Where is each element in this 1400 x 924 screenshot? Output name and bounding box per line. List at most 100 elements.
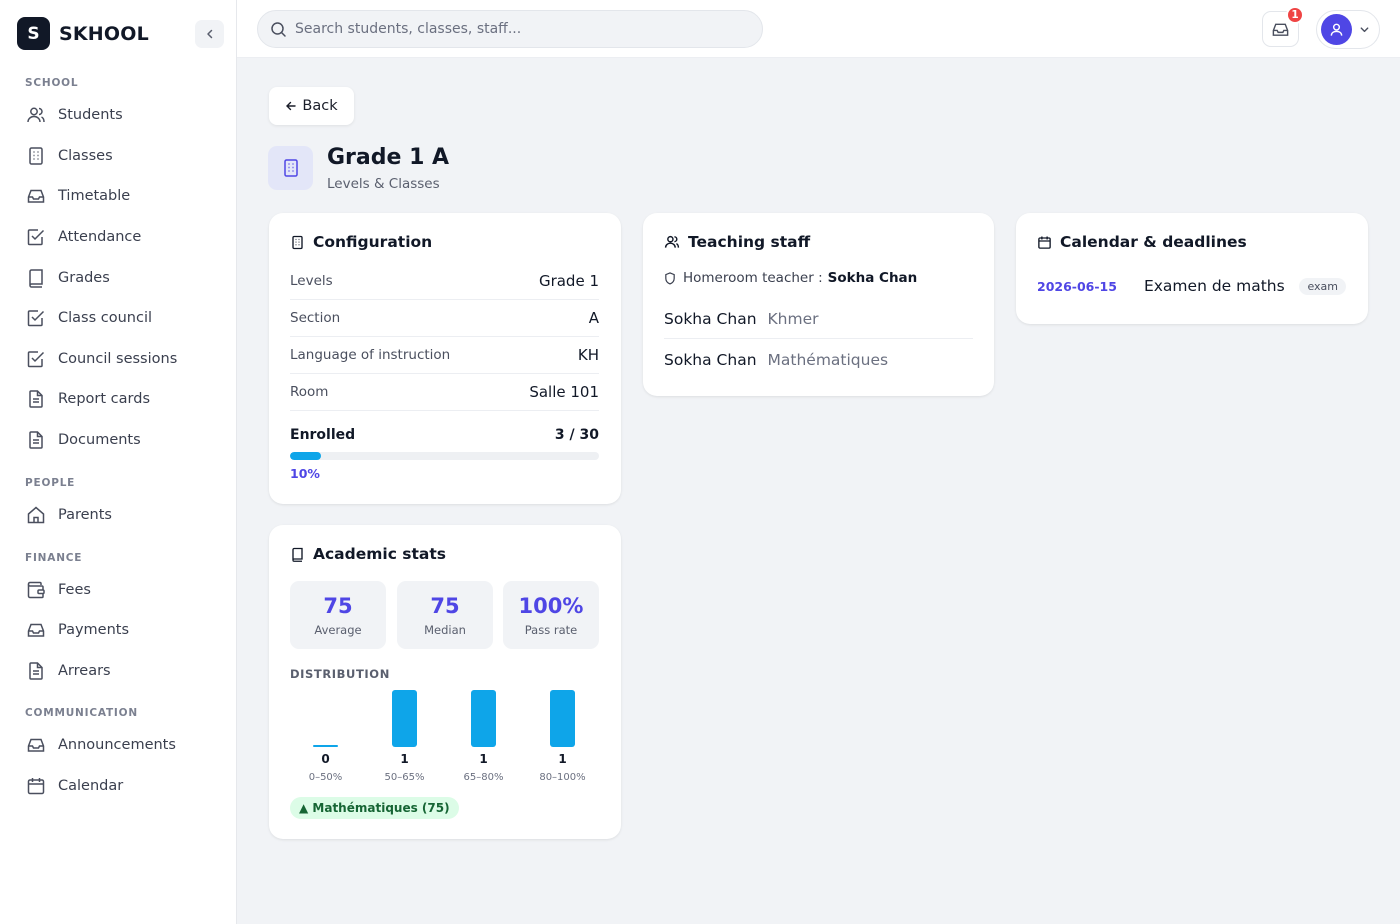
home-icon [25,505,46,526]
chevron-left-icon [206,29,212,39]
card-title: Calendar & deadlines [1037,233,1247,251]
staff-name: Sokha Chan [664,351,757,369]
file-icon [25,661,46,682]
distribution-category-label: 80–100% [539,772,585,783]
configuration-card: Configuration Levels Grade 1 Section A L… [269,213,621,504]
notification-badge: 1 [1286,6,1304,24]
sidebar: S SKHOOL SCHOOL Students Classes Timetab… [0,0,237,924]
staff-row: Sokha Chan Mathématiques [664,340,973,380]
config-key: Section [290,310,341,326]
inbox-icon [25,735,46,756]
nav-section-school: SCHOOL [25,77,79,89]
sidebar-item-label: Documents [58,432,141,448]
sidebar-item-calendar[interactable]: Calendar [25,773,123,799]
enrolled-row: Enrolled 3 / 30 [290,427,599,443]
calendar-event[interactable]: 2026-06-15 Examen de maths exam [1037,277,1346,295]
card-title-label: Teaching staff [688,233,811,251]
sidebar-item-students[interactable]: Students [25,102,123,128]
sidebar-item-class-council[interactable]: Class council [25,305,152,331]
building-icon [292,235,303,249]
page-title: Grade 1 A [327,145,450,170]
sidebar-item-council-sessions[interactable]: Council sessions [25,346,177,372]
distribution-value-label: 1 [558,752,566,766]
sidebar-item-label: Report cards [58,391,150,407]
teaching-staff-card: Teaching staff Homeroom teacher : Sokha … [643,213,994,396]
config-row: Section A [290,300,599,337]
event-date: 2026-06-15 [1037,278,1117,294]
card-title: Configuration [290,233,432,251]
search-bar[interactable] [257,10,763,48]
top-subject-badge: ▲ Mathématiques (75) [290,797,459,819]
sidebar-item-label: Timetable [58,188,131,204]
stat-value: 75 [430,594,460,618]
collapse-sidebar-button[interactable] [195,20,224,48]
distribution-category-label: 50–65% [385,772,425,783]
sidebar-item-label: Announcements [58,737,176,753]
sidebar-item-attendance[interactable]: Attendance [25,224,141,250]
sidebar-item-grades[interactable]: Grades [25,265,110,291]
book-icon [292,547,303,562]
staff-subject: Mathématiques [767,351,889,369]
stat-caption: Pass rate [524,623,578,637]
distribution-value-label: 1 [400,752,408,766]
sidebar-item-label: Calendar [58,778,124,794]
distribution-bar [392,690,417,747]
file-icon [25,430,46,451]
user-menu-button[interactable] [1316,10,1380,49]
building-icon [268,146,313,190]
stat-caption: Median [424,623,466,637]
config-key: Levels [290,273,333,289]
stat-pass-rate: 100% Pass rate [503,581,599,649]
checkbox-icon [25,227,46,248]
config-value: Grade 1 [538,272,599,290]
card-title: Academic stats [290,545,446,563]
card-title: Teaching staff [664,233,810,251]
inbox-icon [25,620,46,641]
distribution-category-label: 65–80% [464,772,504,783]
arrow-left-icon [286,101,297,111]
config-key: Room [290,384,329,400]
sidebar-item-label: Payments [58,622,130,638]
chevron-down-icon [1360,27,1369,33]
homeroom-name: Sokha Chan [827,270,918,286]
sidebar-item-documents[interactable]: Documents [25,427,141,453]
nav-section-finance: FINANCE [25,552,83,564]
sidebar-item-timetable[interactable]: Timetable [25,183,130,209]
stat-median: 75 Median [397,581,493,649]
card-title-label: Configuration [313,233,433,251]
sidebar-item-label: Fees [58,582,91,598]
stat-value: 100% [518,594,584,618]
distribution-bar [471,690,496,747]
search-input[interactable] [295,21,735,37]
academic-stats-card: Academic stats 75 Average 75 Median 100%… [269,525,621,839]
avatar [1321,14,1352,45]
card-title-label: Academic stats [313,545,447,563]
enrollment-progress-fill [290,452,321,460]
sidebar-item-label: Council sessions [58,351,178,367]
homeroom-teacher: Homeroom teacher : Sokha Chan [664,270,917,286]
config-key: Language of instruction [290,347,451,363]
file-icon [25,389,46,410]
inbox-icon [25,186,46,207]
notifications-button[interactable] [1262,11,1299,47]
sidebar-item-report-cards[interactable]: Report cards [25,386,150,412]
sidebar-item-parents[interactable]: Parents [25,502,112,528]
staff-name: Sokha Chan [664,309,757,328]
distribution-label: DISTRIBUTION [290,667,390,681]
shield-icon [665,271,675,285]
sidebar-item-classes[interactable]: Classes [25,143,113,169]
back-button[interactable]: Back [269,87,354,125]
homeroom-label: Homeroom teacher : [683,270,823,286]
brand[interactable]: S SKHOOL [17,17,149,50]
stat-average: 75 Average [290,581,386,649]
sidebar-item-payments[interactable]: Payments [25,617,129,643]
users-icon [664,235,680,248]
sidebar-item-label: Arrears [58,663,111,679]
sidebar-item-arrears[interactable]: Arrears [25,658,111,684]
inbox-icon [1272,23,1289,36]
sidebar-item-fees[interactable]: Fees [25,577,91,603]
sidebar-item-label: Classes [58,148,113,164]
brand-name: SKHOOL [59,22,149,45]
sidebar-item-announcements[interactable]: Announcements [25,732,176,758]
user-icon [1330,23,1343,36]
